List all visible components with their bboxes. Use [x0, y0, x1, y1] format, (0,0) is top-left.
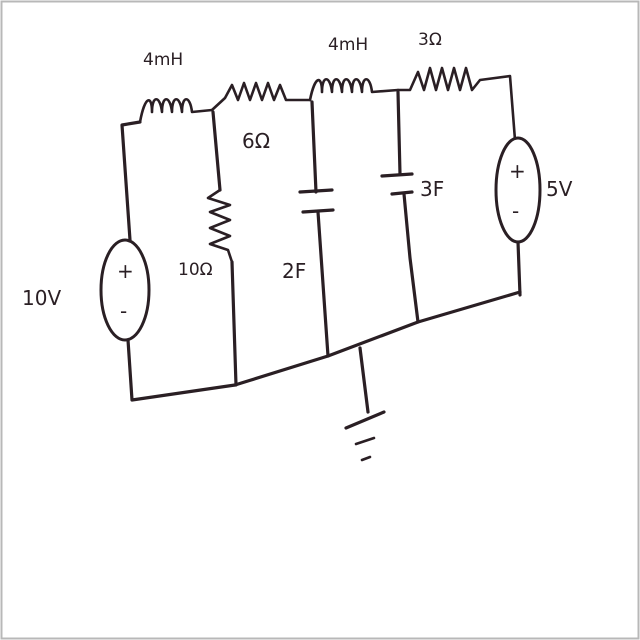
- inductor-1-label: 4mH: [143, 50, 183, 70]
- wire-left-bottom: [126, 338, 237, 402]
- source-right-minus: -: [512, 199, 519, 223]
- source-left-label: 10V: [22, 286, 61, 310]
- wire-left-top: [120, 120, 142, 242]
- capacitor-2f-label: 2F: [282, 259, 306, 283]
- resistor-10-ohm: [206, 188, 234, 264]
- source-right-label: 5V: [546, 177, 573, 201]
- resistor-6-ohm-label: 6Ω: [242, 129, 270, 153]
- wire-shunt-10-top: [211, 110, 222, 192]
- wire-cap-3f-top: [396, 90, 402, 176]
- wire-right-bottom: [516, 240, 522, 297]
- wire-cap-2f-bottom: [316, 210, 330, 358]
- wire-cap-2f-top: [310, 100, 318, 194]
- wire-ground: [358, 346, 370, 414]
- resistor-3-ohm-label: 3Ω: [418, 30, 442, 50]
- ground-icon: [344, 410, 386, 462]
- source-left-plus: +: [117, 259, 134, 283]
- source-left: + -: [99, 238, 151, 342]
- resistor-3-ohm: [396, 66, 517, 142]
- voltage-source-left: [99, 238, 151, 342]
- resistor-6-ohm: [210, 81, 312, 112]
- wire-cap-3f-bottom: [402, 192, 420, 324]
- capacitor-3f-plate-bottom: [390, 190, 414, 196]
- capacitor-3f-label: 3F: [420, 177, 444, 201]
- inductor-2: [308, 77, 400, 102]
- source-right: + -: [494, 136, 542, 244]
- voltage-source-right: [494, 136, 542, 244]
- wire-shunt-10-bottom: [230, 260, 238, 387]
- inductor-1: [138, 97, 214, 124]
- inductor-2-label: 4mH: [328, 35, 368, 55]
- wire-bottom-return: [233, 290, 522, 387]
- resistor-10-ohm-label: 10Ω: [178, 260, 213, 280]
- capacitor-3f-plate-top: [380, 172, 414, 178]
- capacitor-2f-plate-top: [298, 188, 334, 194]
- source-right-plus: +: [509, 159, 526, 183]
- source-left-minus: -: [120, 299, 127, 323]
